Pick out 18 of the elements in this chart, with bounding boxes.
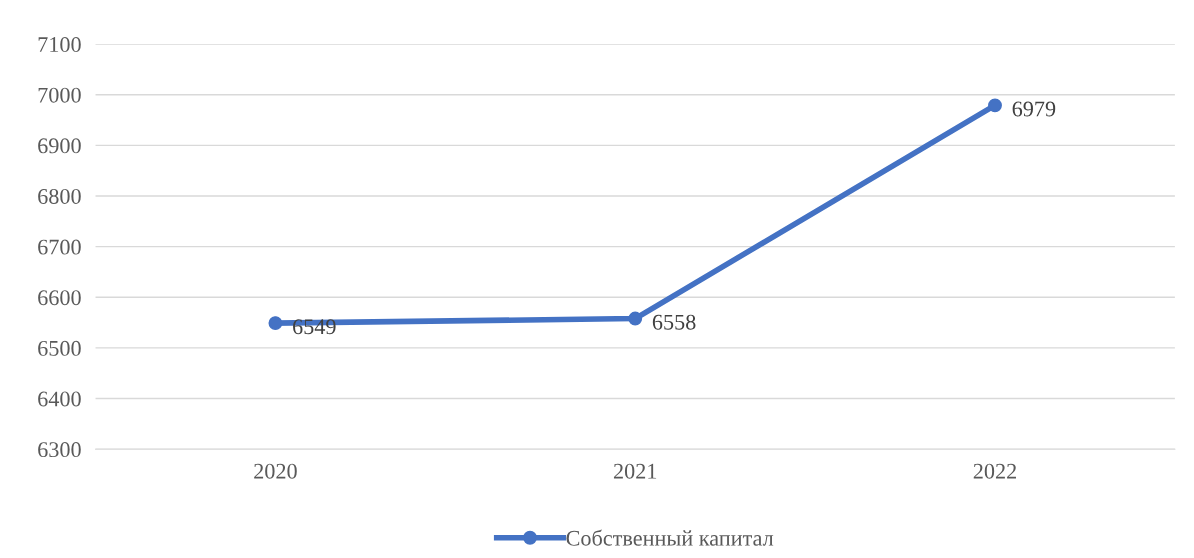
legend-label: Собственный капитал — [566, 529, 774, 546]
x-tick-label: 2022 — [973, 463, 1016, 479]
point — [988, 98, 1002, 113]
point — [628, 311, 643, 326]
y-tick-label: 6400 — [38, 391, 81, 407]
data-label: 6979 — [1012, 101, 1056, 117]
point — [268, 316, 283, 331]
x-tick-label: 2020 — [254, 463, 297, 479]
y-tick-label: 6500 — [38, 340, 81, 356]
y-tick-label: 7100 — [38, 37, 81, 53]
y-tick-label: 6700 — [38, 239, 81, 255]
data-label: 6558 — [652, 314, 696, 330]
y-tick-label: 7000 — [38, 87, 81, 103]
y-tick-label: 6900 — [38, 138, 81, 154]
y-tick-label: 6800 — [38, 188, 81, 204]
y-tick-label: 6300 — [38, 442, 81, 458]
y-tick-label: 6600 — [38, 290, 81, 306]
x-tick-label: 2021 — [613, 463, 657, 479]
